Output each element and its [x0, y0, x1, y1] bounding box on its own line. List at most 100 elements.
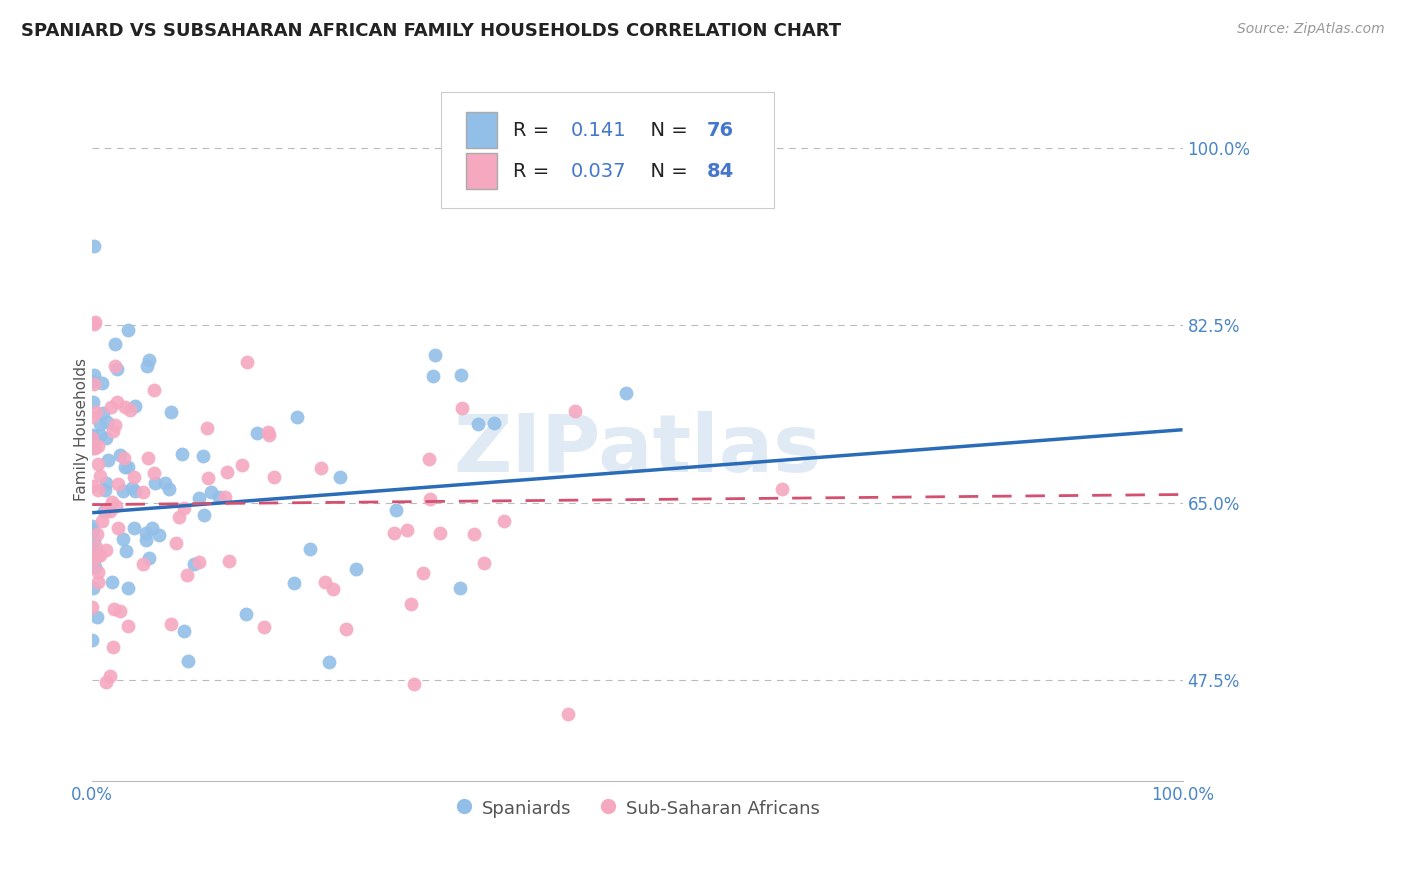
- Point: [82, 431, 104, 445]
- Point: [82, 395, 104, 409]
- Point: [318, 655, 340, 669]
- Point: [157, 483, 180, 497]
- Point: [94, 504, 117, 518]
- Point: [104, 499, 127, 513]
- Point: [215, 465, 238, 479]
- Point: [218, 554, 240, 568]
- Point: [117, 619, 139, 633]
- Point: [187, 556, 209, 570]
- Point: [107, 477, 129, 491]
- Point: [395, 524, 418, 538]
- Point: [256, 425, 278, 439]
- Point: [132, 558, 155, 572]
- Point: [117, 322, 139, 336]
- Point: [450, 368, 472, 383]
- Point: [135, 359, 157, 373]
- Point: [112, 450, 135, 465]
- Point: [82, 429, 104, 443]
- Point: [236, 354, 259, 368]
- Point: [246, 425, 269, 440]
- Point: [83, 368, 105, 382]
- Point: [299, 541, 322, 556]
- Point: [96, 675, 118, 690]
- Text: R =: R =: [513, 120, 562, 140]
- Point: [159, 405, 181, 419]
- Point: [82, 600, 104, 615]
- Point: [557, 707, 579, 722]
- Point: [463, 526, 485, 541]
- Point: [83, 317, 105, 331]
- Point: [309, 461, 332, 475]
- Point: [385, 503, 408, 517]
- Point: [418, 452, 440, 467]
- Point: [114, 459, 136, 474]
- Text: N =: N =: [638, 120, 695, 140]
- Point: [153, 476, 176, 491]
- Point: [138, 550, 160, 565]
- FancyBboxPatch shape: [441, 92, 773, 208]
- Point: [208, 491, 231, 505]
- Point: [86, 527, 108, 541]
- Point: [108, 604, 131, 618]
- Point: [173, 501, 195, 516]
- Point: [423, 348, 446, 362]
- Point: [382, 526, 405, 541]
- Point: [193, 508, 215, 522]
- Point: [94, 483, 117, 497]
- Point: [87, 565, 110, 579]
- Point: [122, 470, 145, 484]
- Point: [91, 515, 114, 529]
- Text: 76: 76: [707, 120, 734, 140]
- Point: [105, 395, 128, 409]
- Point: [89, 468, 111, 483]
- Point: [87, 457, 110, 471]
- Point: [173, 624, 195, 638]
- Point: [94, 476, 117, 491]
- Point: [83, 377, 105, 392]
- Point: [285, 410, 308, 425]
- Point: [82, 518, 104, 533]
- Point: [141, 521, 163, 535]
- Point: [94, 431, 117, 445]
- Point: [86, 610, 108, 624]
- Text: SPANIARD VS SUBSAHARAN AFRICAN FAMILY HOUSEHOLDS CORRELATION CHART: SPANIARD VS SUBSAHARAN AFRICAN FAMILY HO…: [21, 22, 841, 40]
- Point: [82, 523, 104, 537]
- Point: [138, 451, 160, 466]
- Point: [257, 428, 280, 442]
- Point: [167, 510, 190, 524]
- Text: 0.037: 0.037: [571, 161, 626, 180]
- Point: [187, 491, 209, 505]
- Point: [97, 453, 120, 467]
- Point: [117, 581, 139, 595]
- Point: [253, 620, 276, 634]
- Point: [770, 482, 793, 496]
- Point: [166, 536, 188, 550]
- Point: [104, 337, 127, 351]
- Point: [172, 447, 194, 461]
- Point: [429, 525, 451, 540]
- Point: [84, 441, 107, 455]
- Point: [283, 576, 305, 591]
- Point: [422, 368, 444, 383]
- Text: ZIPatlas: ZIPatlas: [453, 411, 821, 490]
- Point: [121, 481, 143, 495]
- Point: [335, 622, 357, 636]
- Point: [101, 495, 124, 509]
- Point: [564, 404, 586, 418]
- Point: [91, 376, 114, 390]
- Point: [82, 441, 104, 455]
- Legend: Spaniards, Sub-Saharan Africans: Spaniards, Sub-Saharan Africans: [449, 792, 827, 825]
- Point: [214, 490, 236, 504]
- Point: [82, 409, 104, 424]
- Point: [200, 485, 222, 500]
- Point: [110, 448, 132, 462]
- Point: [148, 528, 170, 542]
- Text: 84: 84: [707, 161, 734, 180]
- Point: [103, 602, 125, 616]
- Point: [89, 427, 111, 442]
- Point: [101, 424, 124, 438]
- Point: [117, 460, 139, 475]
- Point: [111, 484, 134, 499]
- Point: [104, 417, 127, 432]
- Point: [263, 470, 285, 484]
